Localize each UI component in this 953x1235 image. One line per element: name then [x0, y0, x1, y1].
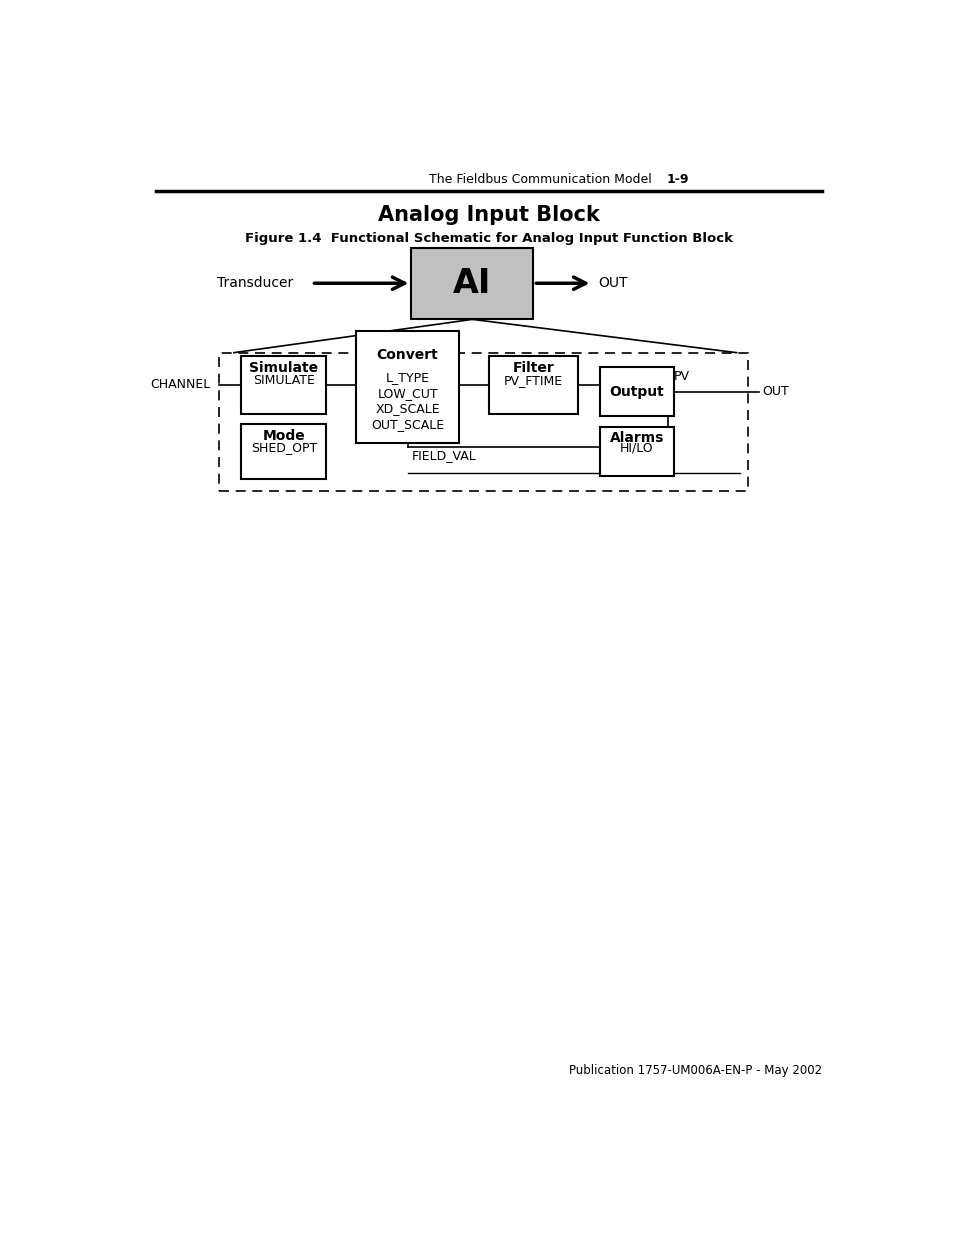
- Text: SIMULATE: SIMULATE: [253, 374, 314, 387]
- Text: AI: AI: [453, 267, 491, 300]
- Text: PV_FTIME: PV_FTIME: [503, 374, 562, 387]
- Text: Publication 1757-UM006A-EN-P - May 2002: Publication 1757-UM006A-EN-P - May 2002: [568, 1065, 821, 1077]
- Text: XD_SCALE: XD_SCALE: [375, 403, 439, 415]
- Text: OUT_SCALE: OUT_SCALE: [371, 417, 444, 431]
- Text: LOW_CUT: LOW_CUT: [376, 387, 437, 400]
- Bar: [599, 367, 673, 416]
- Text: Alarms: Alarms: [609, 431, 663, 445]
- Text: Transducer: Transducer: [216, 277, 293, 290]
- Bar: [241, 424, 326, 479]
- Text: Convert: Convert: [376, 348, 438, 362]
- Bar: [241, 356, 326, 415]
- Text: 1-9: 1-9: [665, 173, 688, 186]
- Text: Output: Output: [609, 384, 663, 399]
- Text: HI/LO: HI/LO: [619, 441, 653, 454]
- Text: OUT: OUT: [598, 277, 627, 290]
- Text: The Fieldbus Communication Model: The Fieldbus Communication Model: [429, 173, 651, 186]
- Text: FIELD_VAL: FIELD_VAL: [411, 450, 476, 462]
- Text: OUT: OUT: [761, 385, 788, 398]
- Bar: [488, 356, 577, 415]
- Text: PV: PV: [673, 370, 689, 383]
- Bar: [599, 427, 673, 477]
- Bar: [411, 248, 533, 320]
- Text: SHED_OPT: SHED_OPT: [251, 441, 316, 453]
- Bar: [219, 353, 747, 490]
- Bar: [355, 331, 459, 443]
- Text: Figure 1.4  Functional Schematic for Analog Input Function Block: Figure 1.4 Functional Schematic for Anal…: [245, 232, 732, 245]
- Text: Filter: Filter: [512, 362, 554, 375]
- Text: L_TYPE: L_TYPE: [385, 372, 429, 384]
- Text: Mode: Mode: [262, 429, 305, 443]
- Text: Simulate: Simulate: [249, 362, 318, 375]
- Text: CHANNEL: CHANNEL: [150, 378, 210, 391]
- Text: Analog Input Block: Analog Input Block: [377, 205, 599, 225]
